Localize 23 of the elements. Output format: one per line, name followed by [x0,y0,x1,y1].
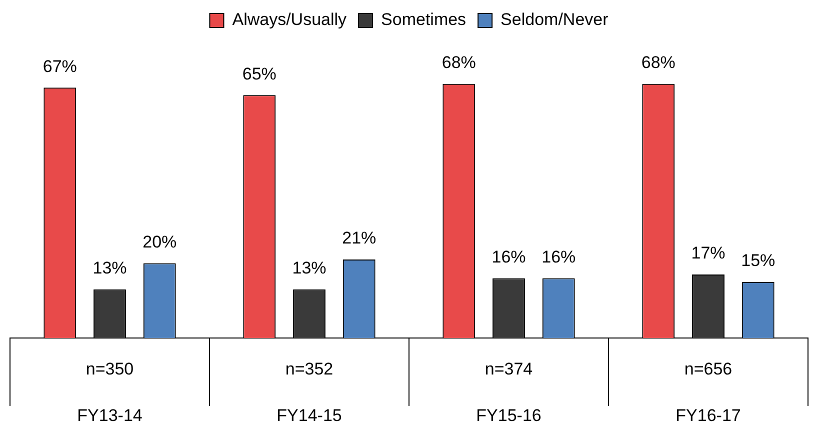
x-tick-label: FY13-14 [77,406,142,425]
data-label: 13% [92,258,127,278]
data-label: 68% [641,53,676,72]
legend-label: Sometimes [381,10,466,30]
legend-label: Always/Usually [232,10,348,30]
legend-label: Seldom/Never [500,10,609,30]
text: n=350 [86,360,134,379]
x-tick-label: FY15-16 [476,406,542,425]
text: n=656 [684,360,732,379]
x-tick-label: FY16-17 [676,406,741,425]
data-label: 16% [542,247,576,266]
text: n=352 [285,360,334,379]
data-label: 15% [741,251,776,270]
data-label: 16% [492,247,526,266]
data-label: 13% [292,258,326,278]
data-label: 68% [442,53,476,72]
data-label: 17% [691,244,726,263]
data-label: 67% [42,56,77,76]
x-tick-label: FY14-15 [276,406,342,425]
data-label: 20% [142,232,177,252]
text: n=374 [484,360,533,379]
data-label: 21% [342,228,376,248]
data-label: 65% [242,64,276,84]
